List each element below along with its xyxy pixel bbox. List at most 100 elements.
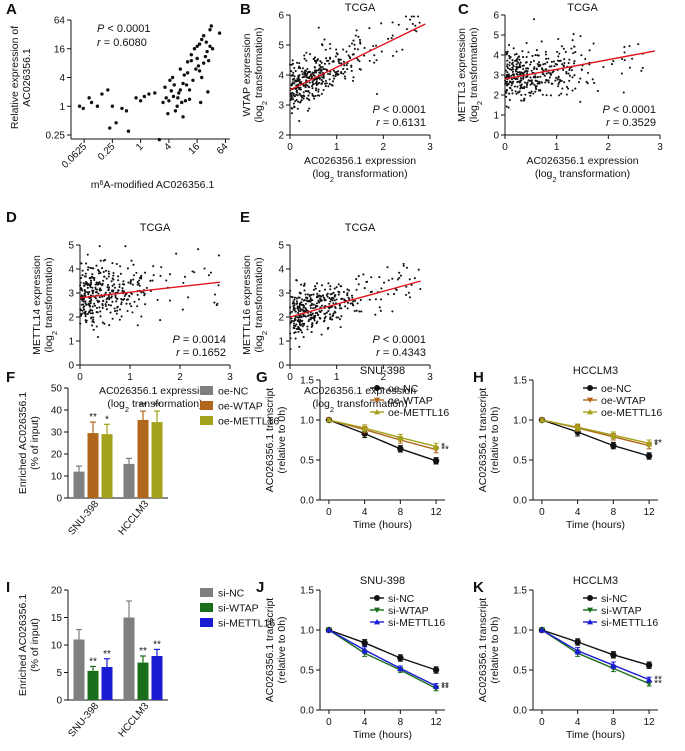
data-point (296, 107, 299, 110)
data-point (298, 345, 301, 348)
data-point (571, 89, 574, 92)
data-point (553, 65, 556, 68)
data-point (110, 295, 113, 298)
data-point (104, 258, 107, 261)
data-point (98, 281, 101, 284)
data-point (519, 61, 522, 64)
data-point (293, 75, 296, 78)
data-point (302, 91, 305, 94)
data-point (81, 309, 84, 312)
data-point (579, 100, 582, 103)
data-point (131, 283, 134, 286)
data-point (305, 51, 308, 54)
data-point (191, 270, 194, 273)
data-point (120, 315, 123, 318)
data-point (98, 306, 101, 309)
data-point (378, 306, 381, 309)
x-tick-label: 3 (427, 372, 433, 383)
data-point (293, 296, 296, 299)
data-point (353, 309, 356, 313)
data-point (293, 322, 296, 325)
data-point (330, 298, 333, 301)
data-point (312, 293, 315, 296)
data-point (521, 87, 524, 90)
y-tick-label: 0.0 (513, 496, 527, 507)
data-point (397, 654, 404, 662)
x-tick-label: 3 (427, 142, 433, 153)
data-point (195, 56, 199, 61)
data-point (506, 71, 509, 74)
data-point (555, 76, 558, 79)
data-point (358, 60, 361, 63)
data-point (398, 271, 401, 274)
data-point (579, 35, 582, 38)
data-point (102, 279, 105, 282)
data-point (310, 74, 313, 77)
data-point (363, 287, 366, 290)
data-point (91, 275, 94, 278)
data-point (291, 74, 294, 77)
y-tick-label: 0.5 (513, 666, 527, 677)
data-point (329, 73, 332, 76)
significance-mark: ** (103, 649, 111, 660)
data-point (351, 303, 354, 306)
data-point (313, 74, 316, 77)
x-tick-label: 12 (644, 507, 656, 518)
panel-i: I 0 5 10 15 20 ** ** SNU-398 ** ** HCCLM3 Enriched A… (6, 579, 275, 739)
data-point (628, 66, 631, 69)
data-point (362, 273, 365, 276)
data-point (134, 96, 138, 100)
data-point (305, 59, 308, 62)
data-point (160, 266, 163, 269)
data-point (567, 61, 570, 65)
significance-mark: ** (153, 639, 161, 650)
data-point (353, 43, 356, 46)
data-point (308, 53, 312, 56)
data-point (346, 292, 349, 295)
data-point (316, 59, 319, 62)
data-point (194, 67, 198, 71)
data-point (350, 42, 354, 45)
data-point (114, 294, 117, 297)
y-tick-label: 0 (278, 361, 284, 372)
data-point (631, 57, 634, 60)
data-point (120, 303, 123, 306)
data-point (525, 86, 528, 89)
data-point (506, 65, 509, 68)
data-point (97, 292, 100, 295)
series-line (541, 629, 650, 666)
data-point (333, 299, 336, 302)
data-point (587, 385, 593, 391)
data-point (504, 90, 507, 93)
data-point (136, 305, 139, 308)
data-point (290, 92, 293, 95)
data-point (641, 66, 644, 70)
data-point (552, 60, 555, 63)
y-tick-label: 5 (278, 41, 284, 52)
data-point (209, 271, 212, 274)
data-point (550, 65, 553, 68)
y-tick-label: 1.5 (300, 376, 314, 387)
data-point (335, 316, 338, 319)
data-point (554, 79, 557, 82)
data-point (556, 59, 560, 62)
data-point (313, 315, 316, 318)
data-point (189, 58, 194, 63)
data-point (375, 44, 378, 47)
data-point (587, 397, 593, 403)
data-point (532, 67, 535, 70)
y-tick-label: 1 (68, 337, 74, 348)
data-point (313, 319, 316, 322)
y-tick-label: 0.5 (300, 666, 314, 677)
data-point (197, 42, 202, 46)
data-point (92, 328, 95, 331)
data-point (313, 285, 317, 288)
data-point (327, 309, 330, 313)
data-point (125, 302, 128, 305)
data-point (159, 274, 162, 278)
data-point (196, 64, 201, 68)
data-point (306, 293, 309, 296)
data-point (339, 318, 342, 321)
data-point (84, 275, 87, 278)
